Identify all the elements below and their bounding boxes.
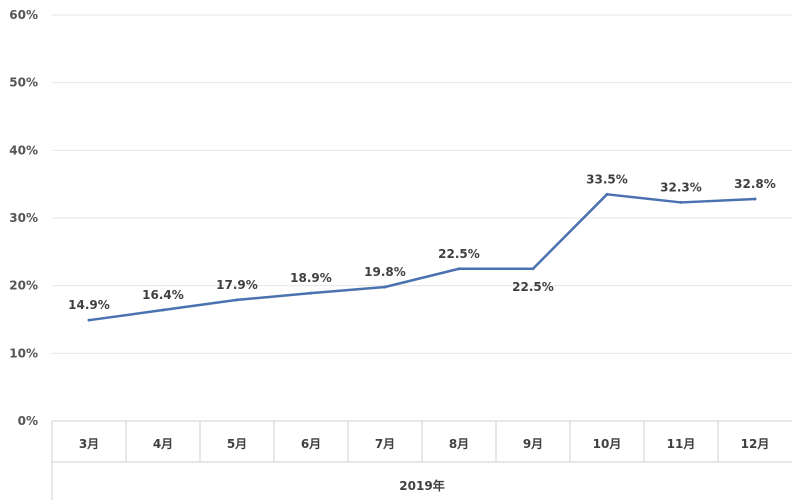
- x-tick-label: 7月: [375, 437, 395, 451]
- x-tick-label: 10月: [593, 437, 622, 451]
- x-tick-label: 3月: [79, 437, 99, 451]
- data-point: [605, 192, 609, 196]
- x-tick-label: 8月: [449, 437, 469, 451]
- data-label: 33.5%: [586, 172, 628, 186]
- x-tick-label: 5月: [227, 437, 247, 451]
- x-tick-label: 9月: [523, 437, 543, 451]
- data-label: 32.3%: [660, 180, 702, 194]
- y-axis-ticks: 0% 10% 20% 30% 40% 50% 60%: [9, 8, 38, 428]
- data-label: 22.5%: [438, 247, 480, 261]
- y-tick-label: 10%: [9, 346, 38, 360]
- data-point: [457, 267, 461, 271]
- data-label: 32.8%: [734, 177, 776, 191]
- data-point: [753, 197, 757, 201]
- y-tick-label: 60%: [9, 8, 38, 22]
- data-label: 14.9%: [68, 298, 110, 312]
- x-tick-label: 12月: [741, 437, 770, 451]
- data-point: [309, 291, 313, 295]
- y-tick-label: 20%: [9, 279, 38, 293]
- data-point: [161, 308, 165, 312]
- x-tick-label: 6月: [301, 437, 321, 451]
- data-label: 16.4%: [142, 288, 184, 302]
- data-label: 19.8%: [364, 265, 406, 279]
- x-group-label: 2019年: [399, 478, 444, 493]
- data-point: [87, 318, 91, 322]
- data-point: [679, 200, 683, 204]
- y-tick-label: 30%: [9, 211, 38, 225]
- y-tick-label: 0%: [18, 414, 38, 428]
- data-labels: 14.9% 16.4% 17.9% 18.9% 19.8% 22.5% 22.5% 33.5%…: [68, 172, 776, 312]
- data-point: [383, 285, 387, 289]
- data-label: 18.9%: [290, 271, 332, 285]
- data-label: 22.5%: [512, 280, 554, 294]
- data-point: [235, 298, 239, 302]
- y-tick-label: 50%: [9, 76, 38, 90]
- x-tick-label: 4月: [153, 437, 173, 451]
- gridlines: [52, 14, 792, 354]
- series-line-path: [88, 193, 756, 322]
- x-axis: 3月 4月 5月 6月 7月 8月 9月 10月 11月 12月 2019年: [51, 420, 792, 500]
- data-point: [531, 267, 535, 271]
- y-tick-label: 40%: [9, 143, 38, 157]
- series-line: [87, 192, 757, 322]
- x-tick-label: 11月: [667, 437, 696, 451]
- data-label: 17.9%: [216, 278, 258, 292]
